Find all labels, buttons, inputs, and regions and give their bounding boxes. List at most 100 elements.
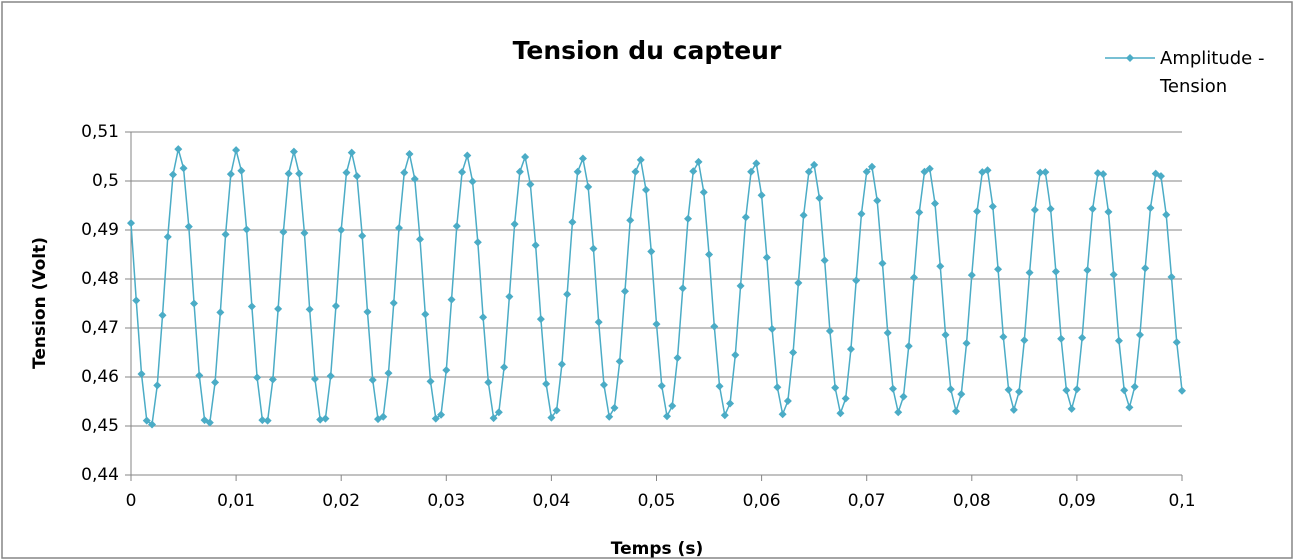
data-point — [967, 271, 976, 280]
data-point — [846, 345, 855, 354]
data-point — [641, 185, 650, 194]
data-point — [1141, 264, 1150, 273]
data-point — [542, 379, 551, 388]
y-tick-label: 0,46 — [81, 367, 119, 387]
data-point — [190, 299, 199, 308]
data-point — [1057, 334, 1066, 343]
data-point — [694, 157, 703, 166]
data-point — [689, 167, 698, 176]
data-point — [804, 167, 813, 176]
data-point — [384, 369, 393, 378]
data-point — [1125, 403, 1134, 412]
data-point — [326, 372, 335, 381]
data-point — [179, 164, 188, 173]
data-point — [163, 232, 172, 241]
data-point — [668, 401, 677, 410]
data-point — [184, 222, 193, 231]
data-point — [563, 290, 572, 299]
data-point — [395, 224, 404, 233]
data-point — [1167, 273, 1176, 282]
data-point — [148, 420, 157, 429]
data-point — [778, 410, 787, 419]
data-point — [647, 247, 656, 256]
data-point — [473, 238, 482, 247]
data-point — [1146, 203, 1155, 212]
data-point — [1009, 405, 1018, 414]
data-point — [489, 414, 498, 423]
data-point — [736, 281, 745, 290]
data-point — [127, 219, 135, 228]
data-point — [442, 366, 451, 375]
data-point — [726, 399, 735, 408]
data-point — [295, 169, 304, 178]
data-point — [857, 209, 866, 218]
data-point — [279, 227, 288, 236]
x-tick-label: 0,04 — [532, 491, 570, 511]
x-tick-label: 0,03 — [427, 491, 465, 511]
data-point — [342, 168, 351, 177]
data-point — [752, 159, 761, 168]
data-point — [1093, 169, 1102, 178]
data-point — [883, 328, 892, 337]
data-point — [894, 408, 903, 417]
data-point — [337, 226, 346, 234]
data-point — [705, 250, 714, 259]
data-point — [347, 148, 356, 157]
data-point — [237, 166, 246, 175]
data-point — [684, 214, 693, 223]
y-tick-label: 0,51 — [81, 122, 119, 142]
data-point — [1130, 382, 1139, 391]
data-point — [657, 381, 666, 390]
data-point — [768, 324, 777, 333]
data-point — [216, 308, 225, 317]
data-point — [789, 348, 798, 357]
data-point — [888, 384, 897, 393]
data-point — [274, 304, 283, 313]
data-point — [620, 287, 629, 296]
data-point — [936, 262, 945, 271]
data-point — [526, 180, 535, 189]
x-tick-label: 0,07 — [848, 491, 886, 511]
data-point — [226, 170, 235, 179]
data-point — [1120, 386, 1129, 395]
data-point — [1051, 267, 1060, 276]
data-point — [536, 315, 545, 324]
data-point — [615, 357, 624, 366]
data-point — [242, 225, 251, 234]
data-point — [957, 390, 966, 399]
data-point — [810, 160, 819, 169]
data-point — [731, 350, 740, 359]
data-point — [426, 377, 435, 386]
data-point — [153, 381, 162, 390]
data-point — [1172, 338, 1181, 347]
data-point — [1020, 336, 1029, 345]
data-point — [431, 414, 440, 423]
x-tick-label: 0 — [126, 491, 137, 511]
data-point — [169, 170, 178, 179]
data-point — [631, 167, 640, 176]
data-point — [132, 296, 141, 305]
data-point — [1135, 330, 1144, 339]
y-tick-label: 0,47 — [81, 318, 119, 338]
data-point — [205, 418, 214, 427]
data-point — [1030, 205, 1039, 214]
data-point — [589, 244, 598, 253]
data-point — [1178, 386, 1186, 395]
y-tick-label: 0,44 — [81, 465, 119, 485]
data-point — [515, 167, 524, 176]
data-point — [268, 375, 277, 384]
data-point — [1046, 204, 1055, 213]
data-point — [195, 371, 204, 380]
data-point — [253, 373, 262, 382]
data-point — [1114, 336, 1123, 345]
data-point — [1078, 333, 1087, 342]
data-point — [1015, 387, 1024, 396]
data-point — [468, 177, 477, 186]
legend-marker — [1126, 54, 1134, 62]
data-point — [484, 378, 493, 387]
data-point — [211, 378, 220, 387]
data-point — [221, 230, 230, 239]
data-point — [757, 191, 766, 200]
x-tick-label: 0,01 — [217, 491, 255, 511]
